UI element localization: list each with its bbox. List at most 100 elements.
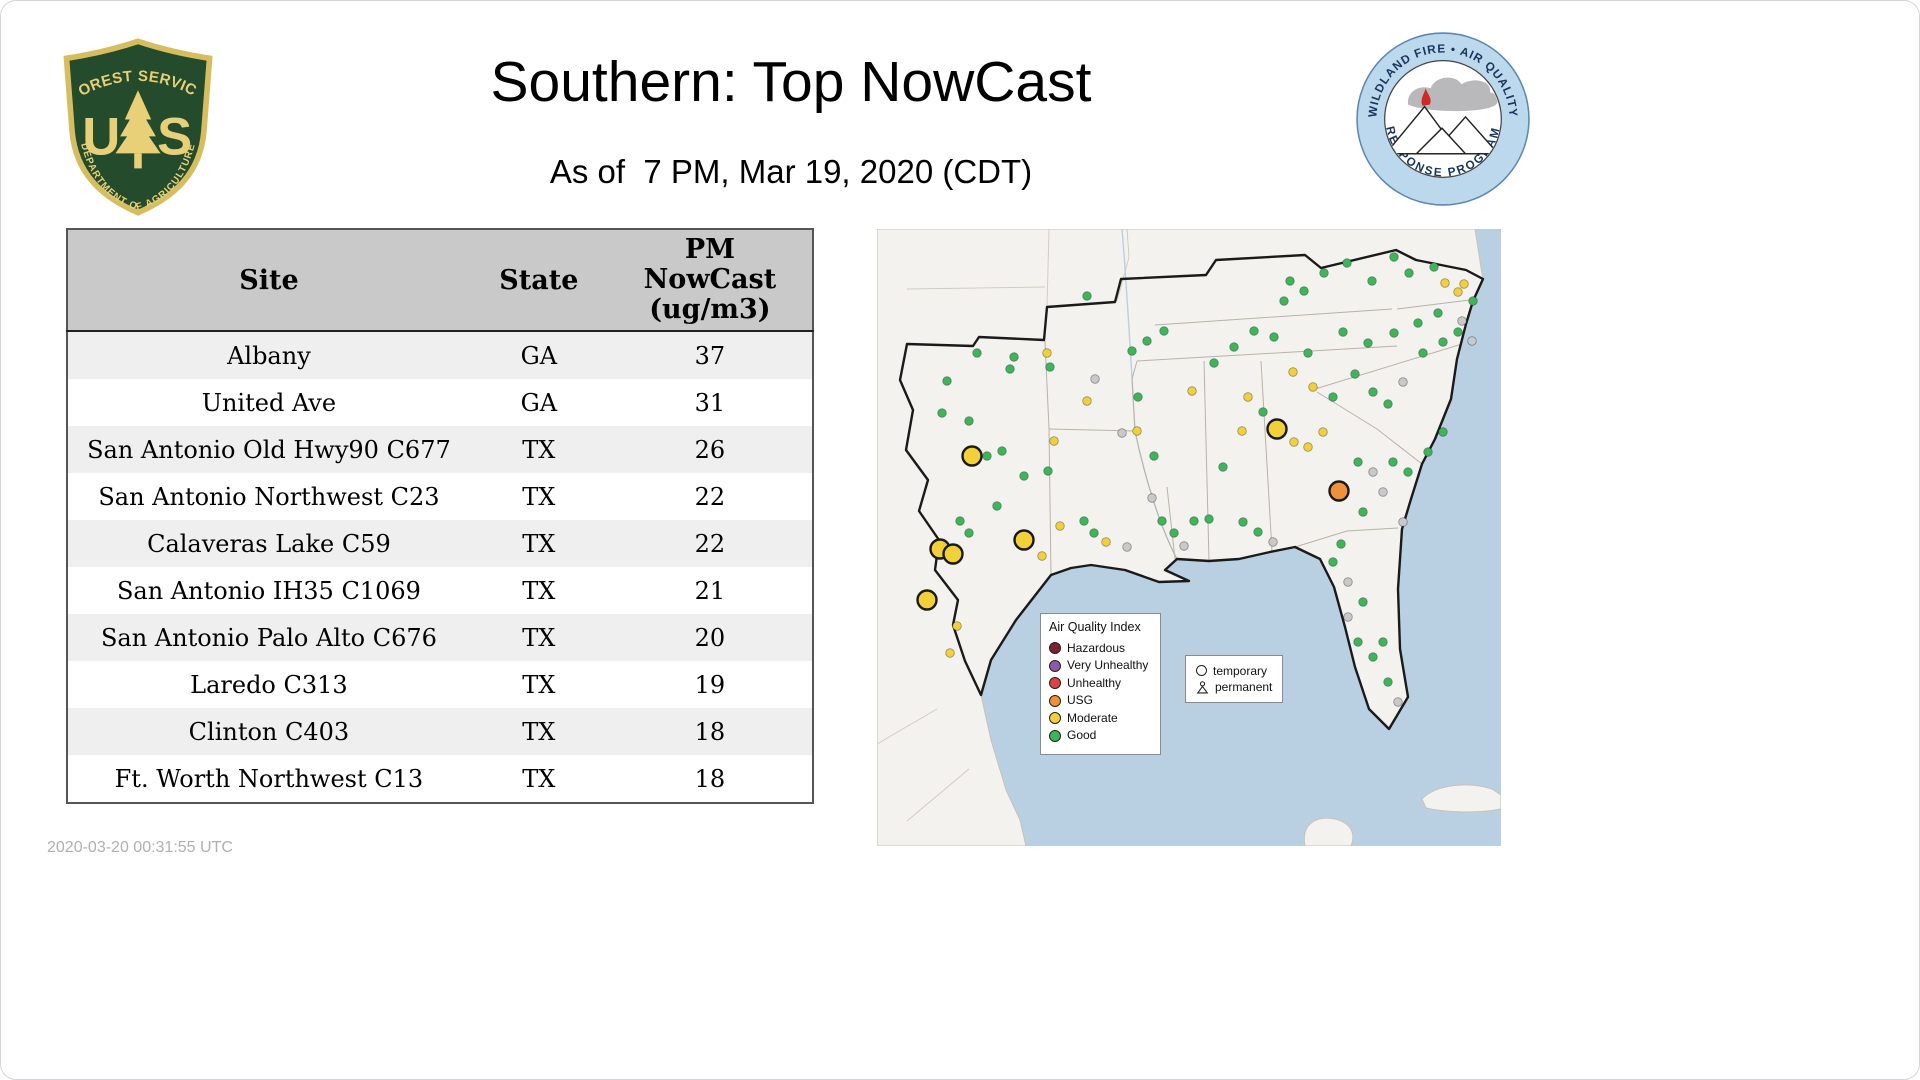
legend-item-temporary: temporary <box>1196 664 1272 678</box>
table-row: Clinton C403 TX 18 <box>67 708 813 755</box>
monitor-dot <box>1368 467 1378 477</box>
monitor-dot <box>972 348 982 358</box>
monitor-dot <box>1353 637 1363 647</box>
temporary-monitor-dot <box>961 445 983 467</box>
monitor-dot <box>1398 377 1408 387</box>
monitor-dot <box>955 516 965 526</box>
usfs-letter-u: U <box>82 107 120 166</box>
table-row: Albany GA 37 <box>67 331 813 379</box>
monitor-dot <box>1403 467 1413 477</box>
monitor-dot <box>1043 466 1053 476</box>
flame-icon <box>1421 88 1431 106</box>
temporary-monitor-dot <box>1013 529 1035 551</box>
monitor-dot <box>1358 507 1368 517</box>
monitor-dot <box>1303 442 1313 452</box>
monitor-dot <box>1285 276 1295 286</box>
monitor-dot <box>1388 457 1398 467</box>
monitor-dot <box>1358 597 1368 607</box>
site-cell: San Antonio Northwest C23 <box>98 482 440 511</box>
legend-label: Hazardous <box>1067 640 1126 655</box>
nowcast-table-body: Albany GA 37 United Ave GA 31 San Antonio Old … <box>67 331 813 803</box>
state-cell: TX <box>522 529 556 558</box>
monitor-dot <box>1101 537 1111 547</box>
legend-swatch <box>1049 677 1061 690</box>
pm-cell: 37 <box>694 341 726 370</box>
state-cell: TX <box>522 576 556 605</box>
state-cell: TX <box>522 623 556 652</box>
legend-item-good: Good <box>1049 728 1148 743</box>
nowcast-table-panel: Site State PM NowCast (ug/m3) Albany GA 37… <box>66 228 814 804</box>
monitor-dot <box>1122 542 1132 552</box>
monitor-dot <box>1389 252 1399 262</box>
monitor-dot <box>1269 332 1279 342</box>
cuba-land <box>1421 784 1501 813</box>
monitor-dot <box>1133 392 1143 402</box>
pm-cell: 18 <box>694 717 726 746</box>
monitor-dot <box>1308 382 1318 392</box>
column-header-site: Site <box>67 229 470 332</box>
monitor-dot <box>1082 396 1092 406</box>
monitor-dot <box>1368 387 1378 397</box>
pm-cell: 18 <box>694 764 726 793</box>
southeast-us-map <box>877 229 1501 846</box>
monitor-dot <box>1042 348 1052 358</box>
temporary-monitor-dot <box>1328 480 1350 502</box>
monitor-dot <box>1189 516 1199 526</box>
monitor-dot <box>1258 407 1268 417</box>
monitor-dot <box>1082 291 1092 301</box>
aqi-legend-title: Air Quality Index <box>1049 620 1141 634</box>
legend-item-very-unhealthy: Very Unhealthy <box>1049 658 1148 673</box>
yucatan-land <box>1303 817 1354 846</box>
monitor-dot <box>1413 318 1423 328</box>
monitor-dot <box>1288 367 1298 377</box>
monitor-dot <box>1353 457 1363 467</box>
state-borders <box>1044 298 1479 576</box>
monitor-dot <box>1453 327 1463 337</box>
state-cell: TX <box>522 717 556 746</box>
site-cell: Calaveras Lake C59 <box>147 529 391 558</box>
usfs-shield-icon: FOREST SERVICE U S DEPARTMENT OF AGRICUL… <box>53 25 213 216</box>
monitor-dot <box>1218 462 1228 472</box>
monitor-dot <box>992 501 1002 511</box>
smoke-plume-icon <box>1407 77 1499 112</box>
wfaqrp-circle-icon: WILDLAND FIRE • AIR QUALITY RESPONSE PRO… <box>1356 32 1530 206</box>
page-title: Southern: Top NowCast <box>490 50 1092 114</box>
site-cell: United Ave <box>201 388 337 417</box>
monitor-dot <box>1079 516 1089 526</box>
monitor-dot <box>945 648 955 658</box>
monitor-dot <box>1157 516 1167 526</box>
legend-label: Very Unhealthy <box>1067 658 1149 673</box>
table-row: Ft. Worth Northwest C13 TX 18 <box>67 755 813 803</box>
monitor-dot <box>952 621 962 631</box>
temporary-monitor-dot <box>1266 418 1288 440</box>
monitor-dot <box>1204 514 1214 524</box>
monitor-dot <box>1457 316 1467 326</box>
table-row: San Antonio Old Hwy90 C677 TX 26 <box>67 426 813 473</box>
map-dots-layer <box>916 252 1478 707</box>
permanent-marker-icon <box>1196 680 1209 693</box>
pm-cell: 22 <box>694 529 726 558</box>
site-cell: San Antonio Old Hwy90 C677 <box>87 435 451 464</box>
column-header-pm-nowcast: PM NowCast (ug/m3) <box>607 229 813 332</box>
monitor-dot <box>1090 374 1100 384</box>
temporary-monitor-dot <box>916 589 938 611</box>
monitor-dot <box>1037 551 1047 561</box>
monitor-dot <box>1343 577 1353 587</box>
pm-cell: 26 <box>694 435 726 464</box>
monitor-dot <box>1429 262 1439 272</box>
monitor-dot <box>1367 276 1377 286</box>
nowcast-table-header: Site State PM NowCast (ug/m3) <box>67 229 813 332</box>
site-cell: Ft. Worth Northwest C13 <box>114 764 424 793</box>
monitor-dot <box>1149 451 1159 461</box>
monitor-dot <box>1253 527 1263 537</box>
monitor-dot <box>1009 352 1019 362</box>
monitor-dot <box>1350 369 1360 379</box>
monitor-dot <box>1423 447 1433 457</box>
aqi-legend: Air Quality Index Hazardous Very Unhealth… <box>1040 613 1162 755</box>
monitor-dot <box>1378 487 1388 497</box>
state-cell: TX <box>522 482 556 511</box>
legend-swatch <box>1049 694 1061 707</box>
monitor-dot <box>1237 426 1247 436</box>
monitor-dot <box>1453 287 1463 297</box>
monitor-dot <box>1438 337 1448 347</box>
